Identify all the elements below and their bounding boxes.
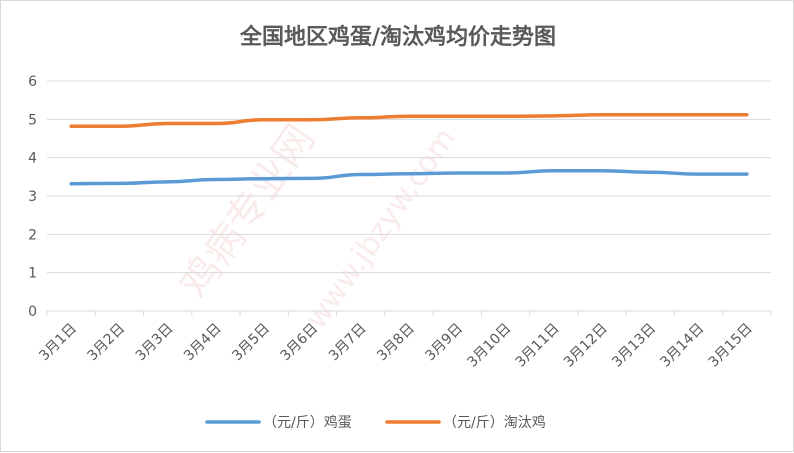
data-point <box>697 172 701 176</box>
x-tick-label: 3月3日 <box>133 321 177 365</box>
data-point <box>359 116 363 120</box>
legend-label-1: （元/斤）淘汰鸡 <box>443 414 546 431</box>
data-point <box>262 177 266 181</box>
data-point <box>214 122 218 126</box>
data-point <box>600 169 604 173</box>
x-tick-label: 3月8日 <box>374 321 418 365</box>
y-tick-label: 2 <box>28 227 37 243</box>
chart-title: 全国地区鸡蛋/淘汰鸡均价走势图 <box>239 25 557 50</box>
data-point <box>504 114 508 118</box>
data-point <box>455 171 459 175</box>
x-tick-label: 3月15日 <box>706 321 756 371</box>
svg-text:鸡病专业网: 鸡病专业网 <box>172 117 324 307</box>
x-tick-label: 3月1日 <box>36 321 80 365</box>
y-tick-label: 4 <box>28 151 37 167</box>
data-point <box>359 173 363 177</box>
data-point <box>117 181 121 185</box>
data-point <box>455 114 459 118</box>
x-tick-label: 3月11日 <box>513 321 563 371</box>
data-point <box>69 124 73 128</box>
watermark: 鸡病专业网 www.jbzyw.com <box>172 117 464 336</box>
y-tick-label: 0 <box>28 304 37 320</box>
data-point <box>648 170 652 174</box>
x-tick-label: 3月14日 <box>657 321 707 371</box>
data-point <box>697 113 701 117</box>
data-point <box>745 113 749 117</box>
y-tick-label: 6 <box>28 74 37 90</box>
y-tick-label: 3 <box>28 189 37 205</box>
data-point <box>214 178 218 182</box>
x-tick-label: 3月4日 <box>181 321 225 365</box>
data-point <box>552 114 556 118</box>
data-point <box>407 172 411 176</box>
data-point <box>166 180 170 184</box>
x-tick-label: 3月2日 <box>85 321 129 365</box>
svg-text:www.jbzyw.com: www.jbzyw.com <box>299 122 463 336</box>
data-point <box>69 182 73 186</box>
data-point <box>552 169 556 173</box>
data-point <box>166 122 170 126</box>
y-tick-label: 1 <box>28 266 37 282</box>
x-tick-label: 3月5日 <box>229 321 273 365</box>
data-point <box>407 114 411 118</box>
data-point <box>745 172 749 176</box>
data-point <box>310 118 314 122</box>
data-point <box>117 124 121 128</box>
x-tick-label: 3月10日 <box>464 321 514 371</box>
legend-label-0: （元/斤）鸡蛋 <box>263 414 352 431</box>
y-tick-label: 5 <box>28 112 37 128</box>
data-point <box>262 118 266 122</box>
data-point <box>310 176 314 180</box>
x-tick-label: 3月12日 <box>561 321 611 371</box>
data-point <box>504 171 508 175</box>
data-point <box>648 113 652 117</box>
x-tick-label: 3月13日 <box>609 321 659 371</box>
data-point <box>600 113 604 117</box>
x-tick-label: 3月6日 <box>278 321 322 365</box>
x-tick-label: 3月9日 <box>422 321 466 365</box>
